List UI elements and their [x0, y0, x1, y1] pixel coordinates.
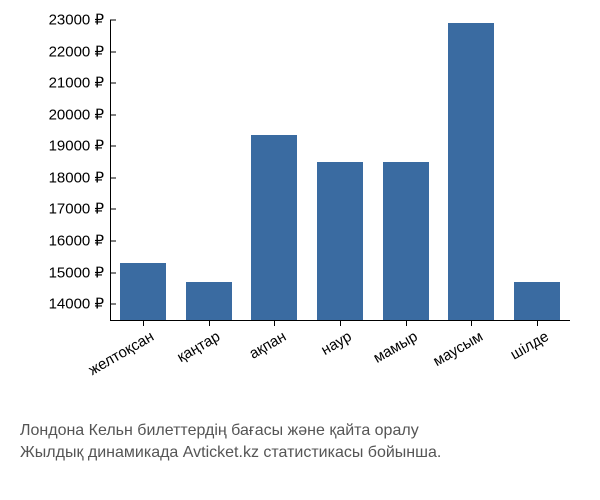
y-tick-label: 17000 ₽	[49, 202, 104, 217]
y-tick-mark	[110, 304, 116, 305]
bar	[120, 263, 166, 320]
y-tick-label: 15000 ₽	[49, 265, 104, 280]
caption-line-2: Жылдық динамикада Avticket.kz статистика…	[20, 442, 580, 464]
bar	[317, 162, 363, 320]
y-tick-label: 23000 ₽	[49, 13, 104, 28]
y-tick-label: 21000 ₽	[49, 76, 104, 91]
y-tick-label: 19000 ₽	[49, 139, 104, 154]
x-tick-label: ақпан	[246, 328, 289, 363]
y-tick-label: 16000 ₽	[49, 234, 104, 249]
x-tick-label: наур	[318, 328, 354, 359]
y-tick-mark	[110, 146, 116, 147]
x-tick-label: маусым	[430, 328, 486, 370]
y-tick-label: 20000 ₽	[49, 107, 104, 122]
bar	[383, 162, 429, 320]
x-tick-label: шілде	[507, 328, 551, 363]
chart-caption: Лондона Кельн билеттердің бағасы және қа…	[20, 420, 580, 463]
x-tick-mark	[406, 320, 407, 326]
y-tick-label: 22000 ₽	[49, 44, 104, 59]
y-tick-mark	[110, 241, 116, 242]
x-tick-label: қаңтар	[174, 328, 223, 366]
x-tick-label: желтоқсан	[86, 328, 157, 379]
x-tick-mark	[537, 320, 538, 326]
bars-layer	[110, 20, 570, 320]
x-axis: желтоқсанқаңтарақпаннаурмамырмаусымшілде	[110, 320, 570, 380]
x-tick-mark	[274, 320, 275, 326]
plot-area	[110, 20, 570, 320]
y-tick-mark	[110, 114, 116, 115]
y-tick-mark	[110, 177, 116, 178]
y-tick-mark	[110, 83, 116, 84]
y-tick-label: 14000 ₽	[49, 297, 104, 312]
y-tick-mark	[110, 51, 116, 52]
y-tick-mark	[110, 272, 116, 273]
x-tick-mark	[471, 320, 472, 326]
bar	[514, 282, 560, 320]
y-tick-mark	[110, 209, 116, 210]
bar	[251, 135, 297, 320]
x-tick-mark	[340, 320, 341, 326]
bar	[186, 282, 232, 320]
bar	[448, 23, 494, 320]
x-tick-mark	[209, 320, 210, 326]
y-tick-mark	[110, 20, 116, 21]
caption-line-1: Лондона Кельн билеттердің бағасы және қа…	[20, 420, 580, 442]
x-tick-mark	[143, 320, 144, 326]
price-chart: 14000 ₽ 15000 ₽ 16000 ₽ 17000 ₽ 18000 ₽ 19000…	[20, 20, 580, 380]
x-tick-label: мамыр	[370, 328, 420, 367]
y-tick-label: 18000 ₽	[49, 170, 104, 185]
y-axis: 14000 ₽ 15000 ₽ 16000 ₽ 17000 ₽ 18000 ₽ 19000…	[20, 20, 110, 320]
